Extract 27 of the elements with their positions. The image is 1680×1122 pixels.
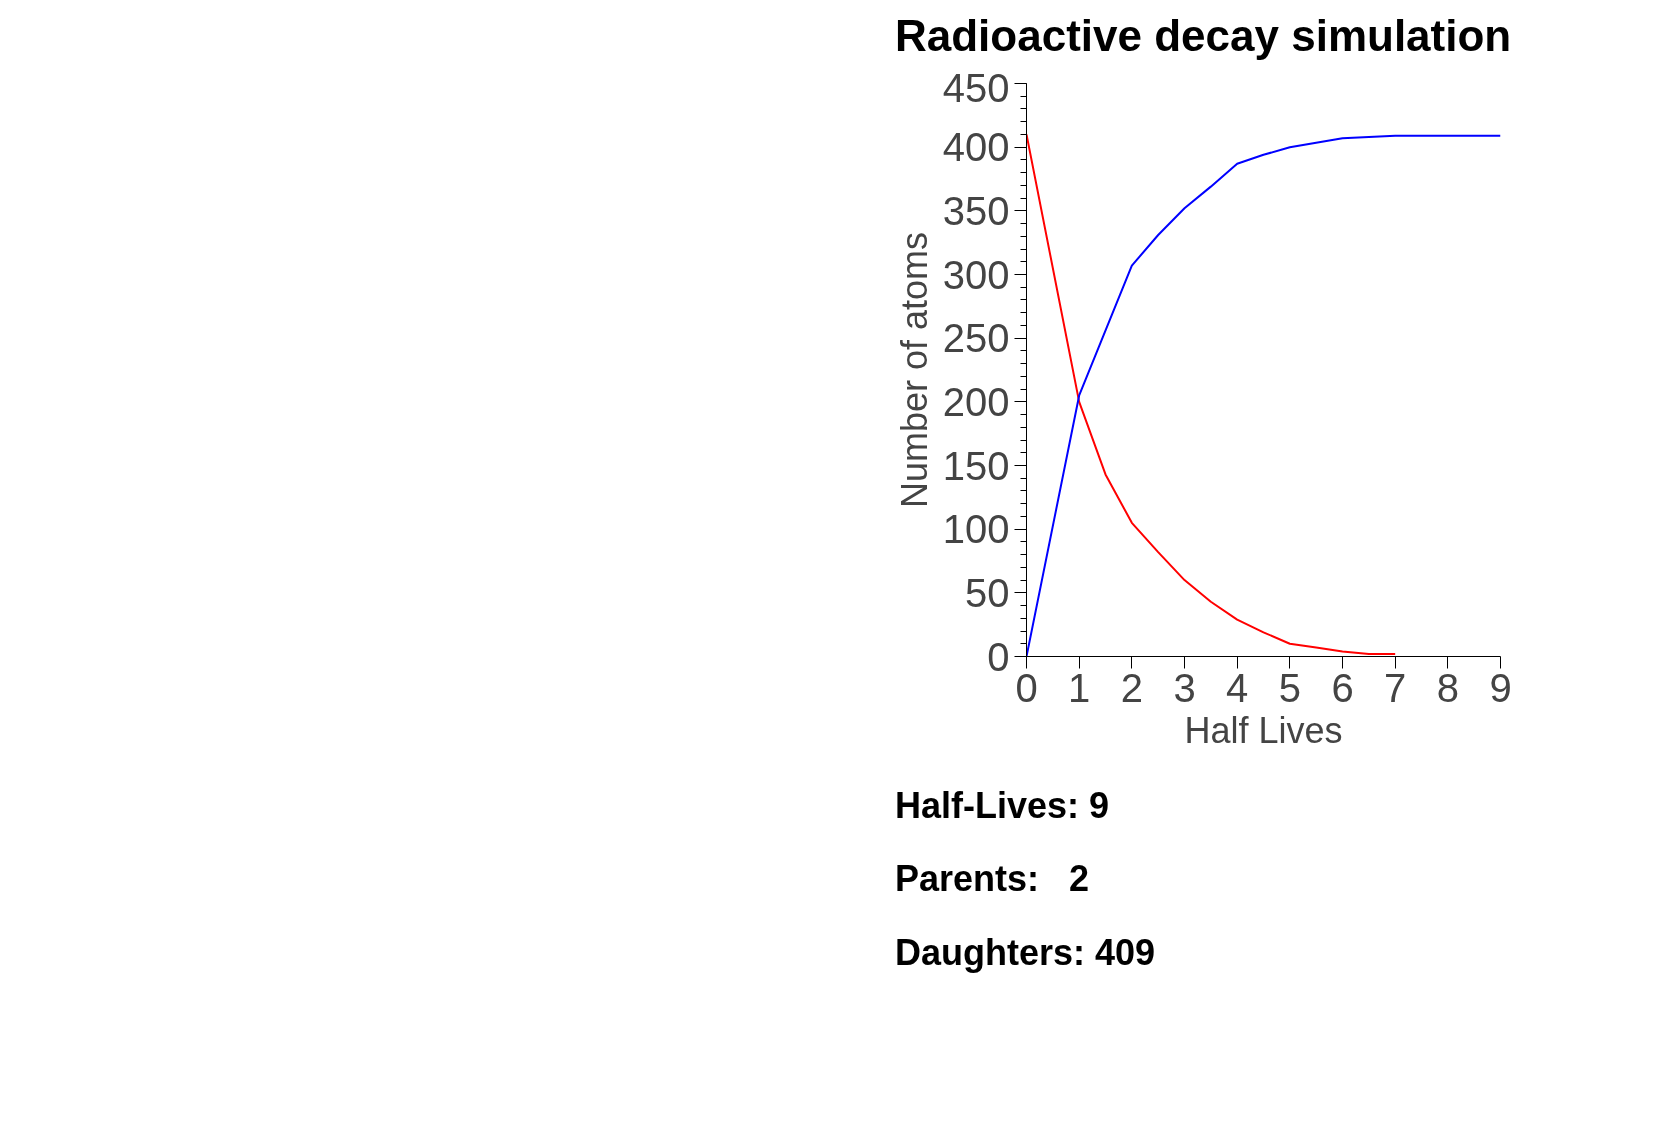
y-tick-label: 100: [942, 507, 1010, 552]
x-axis-title: Half Lives: [1184, 709, 1343, 751]
y-tick-label: 400: [942, 125, 1010, 170]
y-tick-label: 450: [942, 65, 1010, 110]
text: Half-Lives: 9: [895, 783, 1111, 828]
x-tick-label: 0: [1015, 665, 1038, 710]
x-tick-label: 2: [1120, 665, 1143, 710]
text: Parents: 2: [895, 857, 1091, 902]
line-series: [1026, 133, 1397, 655]
x-tick-label: 7: [1384, 665, 1407, 710]
y-tick-label: 50: [965, 570, 1010, 615]
x-tick-label: 6: [1331, 665, 1354, 710]
y-tick-label: 0: [987, 634, 1010, 679]
y-tick-label: 250: [942, 316, 1010, 361]
chart-title: Radioactive decay simulation: [895, 11, 1512, 60]
text: Daughters: 409: [895, 930, 1156, 975]
y-tick-label: 300: [942, 252, 1010, 297]
x-tick-label: 3: [1173, 665, 1196, 710]
x-tick-label: 8: [1436, 665, 1459, 710]
y-tick-label: 200: [942, 379, 1010, 424]
x-tick-label: 9: [1489, 665, 1512, 710]
x-tick-label: 1: [1068, 665, 1091, 710]
y-axis-title: Number of atoms: [893, 231, 935, 508]
x-tick-label: 4: [1226, 665, 1249, 710]
x-tick-label: 5: [1278, 665, 1301, 710]
y-tick-label: 150: [942, 443, 1010, 488]
y-tick-label: 350: [942, 188, 1010, 233]
